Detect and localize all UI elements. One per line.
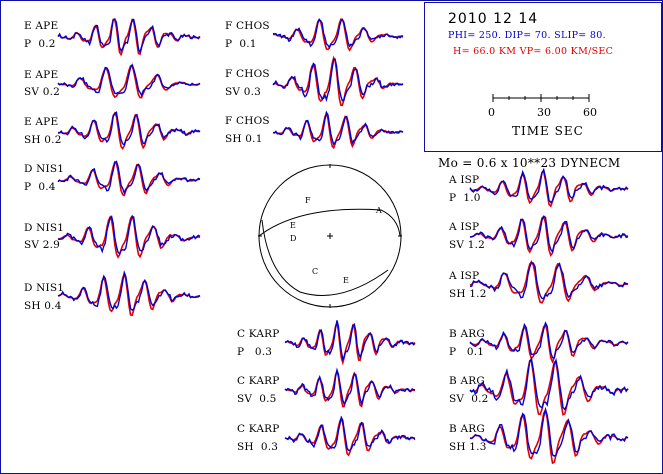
- observed-trace-10: [469, 215, 629, 254]
- depth-velocity-text: H= 66.0 KM VP= 6.00 KM/SEC: [453, 46, 614, 57]
- scale-tick-label: 30: [537, 106, 551, 119]
- phase-label: SH 0.1: [225, 133, 263, 145]
- station-label: A ISP: [449, 270, 480, 282]
- beachball: F E D A C E: [258, 164, 402, 308]
- observed-trace-16: [469, 356, 629, 411]
- info-box: [424, 2, 662, 152]
- observed-trace-13: [284, 367, 416, 407]
- scale-tick-label: 60: [583, 106, 597, 119]
- synthetic-trace-1: [57, 65, 201, 99]
- observed-trace-6: [272, 18, 404, 49]
- scale-label: TIME SEC: [512, 124, 584, 138]
- waveform-traces: [57, 17, 629, 465]
- phase-label: SV 0.5: [237, 393, 277, 405]
- synthetic-trace-16: [469, 359, 629, 416]
- phase-label: SH 0.4: [24, 300, 62, 312]
- observed-trace-0: [57, 18, 201, 54]
- station-label: E APE: [24, 116, 59, 128]
- station-label: E APE: [24, 69, 59, 81]
- station-label: B ARG: [449, 423, 485, 435]
- synthetic-trace-0: [57, 18, 201, 57]
- event-date: 2010 12 14: [448, 11, 539, 27]
- station-label: B ARG: [449, 375, 485, 387]
- station-marker-E2: E: [343, 276, 349, 285]
- phase-label: SH 0.2: [24, 134, 62, 146]
- phase-label: P 0.1: [225, 38, 257, 50]
- phase-label: SV 0.2: [24, 86, 61, 98]
- synthetic-trace-11: [469, 260, 629, 304]
- phase-label: SH 0.3: [237, 441, 279, 453]
- observed-trace-3: [57, 160, 201, 196]
- phase-label: SV 0.2: [449, 393, 489, 405]
- observed-trace-4: [57, 215, 201, 255]
- phase-label: SH 1.3: [449, 441, 487, 453]
- phase-label: P 0.3: [237, 346, 273, 358]
- focal-mechanism-text: PHI= 250. DIP= 70. SLIP= 80.: [448, 30, 606, 41]
- station-marker-E: E: [290, 221, 296, 230]
- observed-trace-7: [272, 58, 404, 103]
- observed-trace-14: [284, 415, 416, 452]
- seismic-moment: Mo = 0.6 x 10**23 DYNECM: [438, 156, 621, 170]
- observed-trace-11: [469, 262, 629, 300]
- station-label: E APE: [24, 20, 59, 32]
- station-label: D NIS1: [24, 163, 65, 175]
- observed-trace-8: [272, 110, 404, 146]
- synthetic-trace-12: [284, 320, 416, 366]
- station-label: C KARP: [237, 375, 280, 387]
- station-label: A ISP: [449, 221, 480, 233]
- station-label: F CHOS: [225, 20, 270, 32]
- station-marker-D: D: [290, 234, 296, 243]
- observed-trace-12: [284, 320, 416, 362]
- observed-trace-2: [57, 111, 201, 146]
- station-marker-F: F: [305, 196, 311, 205]
- observed-trace-1: [57, 63, 201, 98]
- observed-trace-17: [469, 406, 629, 457]
- station-marker-A: A: [375, 206, 382, 215]
- station-label: C KARP: [237, 423, 280, 435]
- phase-label: SH 1.2: [449, 288, 487, 300]
- phase-label: P 0.1: [449, 346, 485, 358]
- nodal-plane-2: [261, 219, 389, 296]
- station-label: B ARG: [449, 328, 485, 340]
- phase-label: SV 1.2: [449, 239, 486, 251]
- nodal-plane-1: [258, 208, 401, 237]
- station-label: D NIS1: [24, 222, 65, 234]
- phase-label: P 0.2: [24, 38, 56, 50]
- phase-label: P 0.4: [24, 181, 56, 193]
- time-scale-bar: [492, 94, 590, 102]
- phase-label: SV 2.9: [24, 239, 61, 251]
- phase-label: SV 0.3: [225, 86, 262, 98]
- synthetic-trace-17: [469, 407, 628, 465]
- scale-tick-label: 0: [488, 106, 495, 119]
- station-marker-C: C: [312, 267, 318, 276]
- station-label: A ISP: [449, 174, 480, 186]
- station-label: F CHOS: [225, 115, 270, 127]
- phase-label: P 1.0: [449, 192, 481, 204]
- station-label: F CHOS: [225, 68, 270, 80]
- station-label: C KARP: [237, 328, 280, 340]
- observed-trace-9: [469, 167, 629, 204]
- observed-trace-15: [469, 321, 629, 359]
- station-label: D NIS1: [24, 282, 65, 294]
- observed-trace-5: [57, 270, 201, 311]
